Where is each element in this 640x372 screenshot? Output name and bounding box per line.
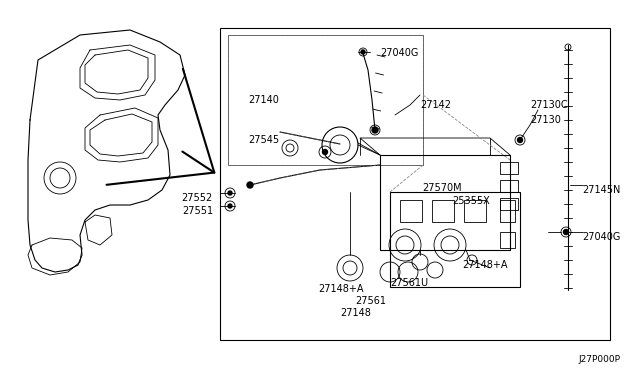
Bar (500, 198, 518, 210)
Bar (500, 200, 515, 222)
Text: 27142: 27142 (420, 100, 451, 110)
Circle shape (563, 230, 568, 234)
Bar (228, 35, 423, 165)
Text: 27148: 27148 (340, 308, 371, 318)
Text: 27552: 27552 (182, 193, 213, 203)
Bar (500, 180, 518, 192)
Circle shape (518, 138, 522, 142)
Text: 27130C: 27130C (530, 100, 568, 110)
Circle shape (361, 50, 365, 54)
Text: 27130: 27130 (530, 115, 561, 125)
Text: 27040G: 27040G (582, 232, 620, 242)
Bar (220, 28, 610, 340)
Circle shape (247, 182, 253, 188)
Text: 27551: 27551 (182, 206, 213, 216)
Text: 27040G: 27040G (380, 48, 419, 58)
Circle shape (228, 204, 232, 208)
Bar (380, 155, 510, 250)
Text: 27570M: 27570M (422, 183, 461, 193)
Bar (500, 162, 518, 174)
Text: 27561: 27561 (355, 296, 386, 306)
Bar (432, 200, 454, 222)
Bar (400, 200, 422, 222)
Text: 27148+A: 27148+A (462, 260, 508, 270)
Text: 25355X: 25355X (452, 196, 490, 206)
Text: 27561U: 27561U (390, 278, 428, 288)
Bar (500, 232, 515, 248)
Text: J27P000P: J27P000P (578, 355, 620, 364)
Text: 27148+A: 27148+A (318, 284, 364, 294)
Text: 27545: 27545 (248, 135, 279, 145)
Text: 27140: 27140 (248, 95, 279, 105)
Circle shape (372, 127, 378, 133)
Text: 27145N: 27145N (582, 185, 620, 195)
Bar (390, 192, 520, 287)
Circle shape (323, 150, 328, 154)
Bar (464, 200, 486, 222)
Circle shape (228, 191, 232, 195)
